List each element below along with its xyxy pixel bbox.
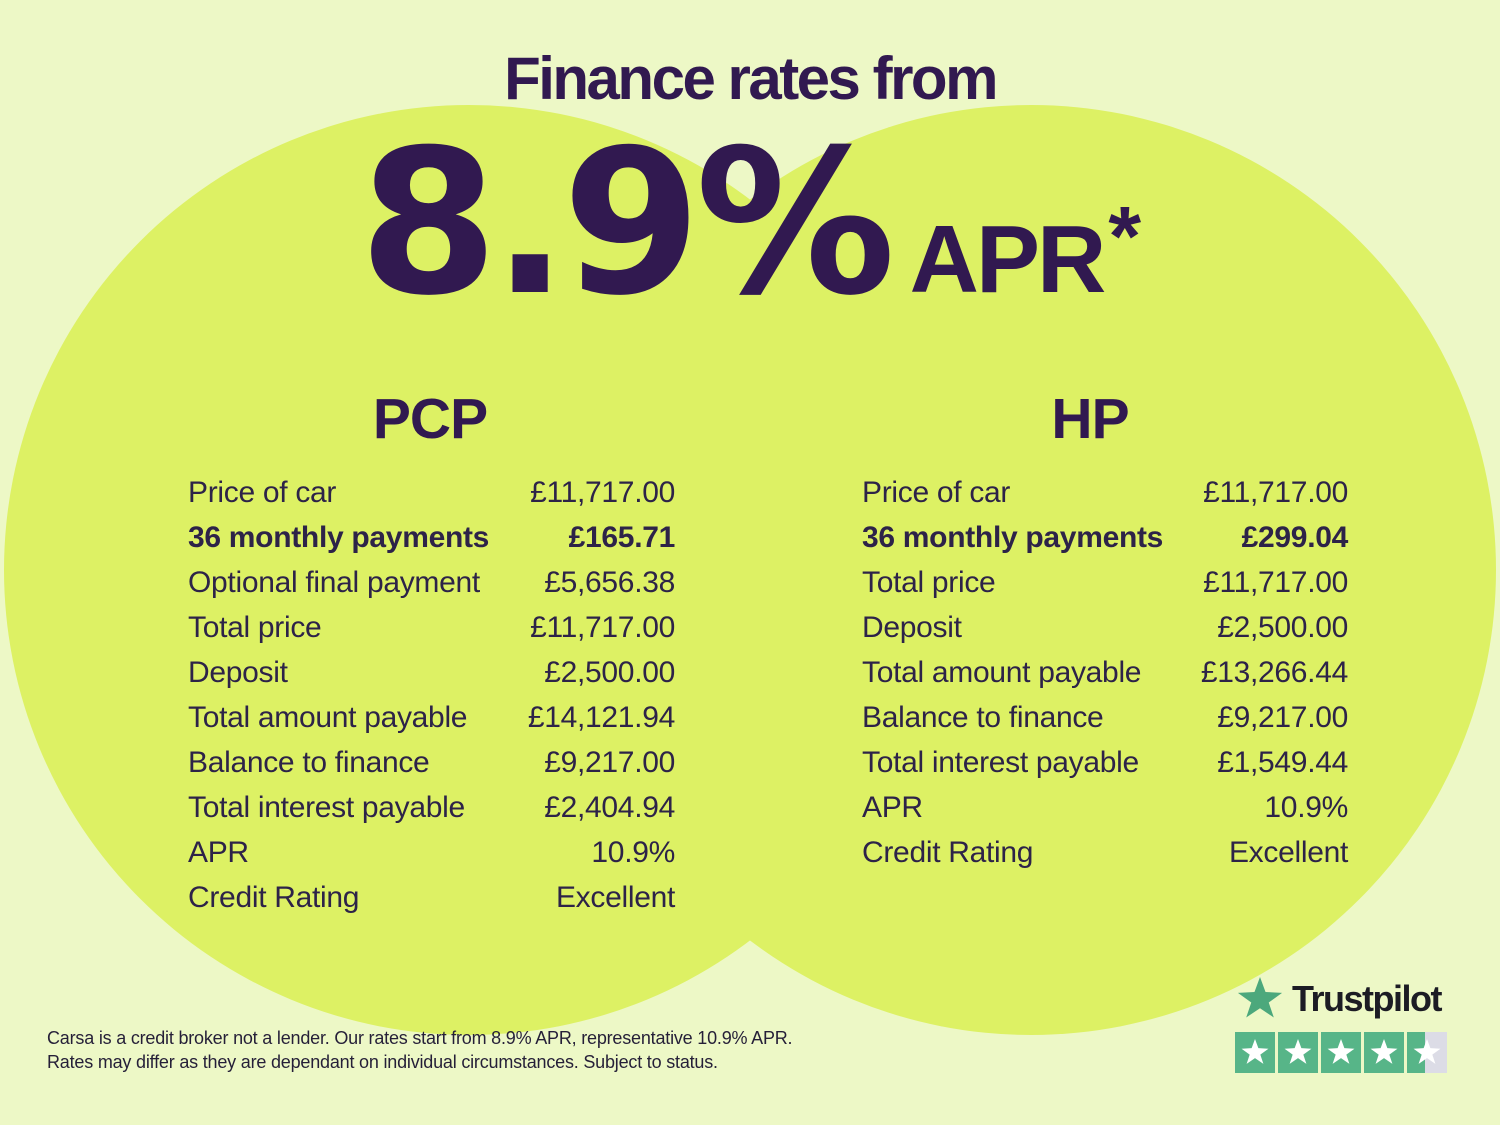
trustpilot-logo: Trustpilot — [1237, 977, 1443, 1021]
trustpilot-wordmark: Trustpilot — [1292, 978, 1443, 1019]
row-label: Price of car — [188, 476, 337, 509]
disclaimer: Carsa is a credit broker not a lender. O… — [47, 1026, 793, 1074]
table-row: APR 10.9% — [825, 785, 1355, 830]
rating-star-box — [1235, 1032, 1275, 1073]
row-value: £299.04 — [1241, 521, 1349, 554]
row-label: Total price — [862, 566, 996, 599]
disclaimer-line-2: Rates may differ as they are dependant o… — [47, 1052, 718, 1072]
row-value: 10.9% — [591, 836, 675, 869]
row-value: £165.71 — [568, 521, 676, 554]
table-row: Total amount payable £14,121.94 — [150, 695, 710, 740]
row-value: £9,217.00 — [544, 746, 675, 779]
table-row: Optional final payment £5,656.38 — [150, 560, 710, 605]
hp-rows: Price of car £11,717.00 36 monthly paymen… — [825, 470, 1355, 875]
hero-rate: 8.9% APR * — [0, 124, 1500, 324]
rating-star-box — [1321, 1032, 1361, 1073]
row-label: 36 monthly payments — [862, 521, 1164, 554]
star-icon — [1284, 1039, 1312, 1064]
row-label: Price of car — [862, 476, 1011, 509]
table-row: Total amount payable £13,266.44 — [825, 650, 1355, 695]
table-row: Total interest payable £1,549.44 — [825, 740, 1355, 785]
row-label: APR — [188, 836, 249, 869]
table-row: 36 monthly payments £165.71 — [150, 515, 710, 560]
table-row: 36 monthly payments £299.04 — [825, 515, 1355, 560]
table-row: Balance to finance £9,217.00 — [825, 695, 1355, 740]
row-value: £2,500.00 — [1217, 611, 1348, 644]
page-title: Finance rates from — [504, 45, 998, 112]
row-value: £9,217.00 — [1217, 701, 1348, 734]
row-label: Total price — [188, 611, 322, 644]
star-icon — [1327, 1039, 1355, 1064]
background-circle-right — [566, 105, 1496, 1035]
hp-title: HP — [1051, 387, 1129, 451]
row-value: Excellent — [1228, 836, 1348, 869]
row-label: Total interest payable — [862, 746, 1139, 779]
table-row: Credit Rating Excellent — [825, 830, 1355, 875]
row-label: Deposit — [188, 656, 288, 689]
table-row: Total interest payable £2,404.94 — [150, 785, 710, 830]
row-value: £11,717.00 — [530, 476, 675, 509]
row-label: Total amount payable — [862, 656, 1142, 689]
row-label: Balance to finance — [188, 746, 430, 779]
row-label: Total interest payable — [188, 791, 465, 824]
star-icon — [1413, 1039, 1441, 1064]
row-value: £5,656.38 — [544, 566, 675, 599]
row-value: £13,266.44 — [1200, 656, 1348, 689]
hero-rate-suffix: APR — [909, 206, 1107, 313]
row-label: Balance to finance — [862, 701, 1104, 734]
trustpilot-star-icon — [1237, 977, 1283, 1018]
star-icon — [1241, 1039, 1269, 1064]
table-row: Total price £11,717.00 — [150, 605, 710, 650]
row-label: Total amount payable — [188, 701, 468, 734]
hp-table: HP Price of car £11,717.00 36 monthly pay… — [825, 391, 1355, 875]
disclaimer-line-1: Carsa is a credit broker not a lender. O… — [47, 1028, 793, 1048]
table-row: Deposit £2,500.00 — [150, 650, 710, 695]
table-row: Total price £11,717.00 — [825, 560, 1355, 605]
star-icon — [1370, 1039, 1398, 1064]
row-label: 36 monthly payments — [188, 521, 490, 554]
pcp-rows: Price of car £11,717.00 36 monthly paymen… — [150, 470, 710, 920]
table-row: Price of car £11,717.00 — [150, 470, 710, 515]
table-row: Price of car £11,717.00 — [825, 470, 1355, 515]
row-value: £2,500.00 — [544, 656, 675, 689]
table-row: Balance to finance £9,217.00 — [150, 740, 710, 785]
rating-star-box — [1278, 1032, 1318, 1073]
row-value: 10.9% — [1264, 791, 1348, 824]
row-label: APR — [862, 791, 923, 824]
row-value: £14,121.94 — [527, 701, 675, 734]
row-value: £11,717.00 — [1203, 566, 1348, 599]
row-label: Optional final payment — [188, 566, 480, 599]
row-label: Credit Rating — [862, 836, 1034, 869]
rating-star-box — [1407, 1032, 1447, 1073]
hero-asterisk-icon: * — [1108, 189, 1142, 283]
row-label: Deposit — [862, 611, 962, 644]
table-row: Deposit £2,500.00 — [825, 605, 1355, 650]
pcp-title: PCP — [372, 387, 488, 451]
table-row: APR 10.9% — [150, 830, 710, 875]
row-value: £11,717.00 — [530, 611, 675, 644]
rating-star-box — [1364, 1032, 1404, 1073]
row-label: Credit Rating — [188, 881, 360, 914]
pcp-table: PCP Price of car £11,717.00 36 monthly pa… — [150, 391, 710, 920]
row-value: £1,549.44 — [1217, 746, 1348, 779]
row-value: Excellent — [555, 881, 675, 914]
table-row: Credit Rating Excellent — [150, 875, 710, 920]
trustpilot-rating-stars — [1235, 1032, 1447, 1073]
row-value: £2,404.94 — [544, 791, 675, 824]
hero-rate-value: 8.9% — [358, 107, 896, 340]
row-value: £11,717.00 — [1203, 476, 1348, 509]
